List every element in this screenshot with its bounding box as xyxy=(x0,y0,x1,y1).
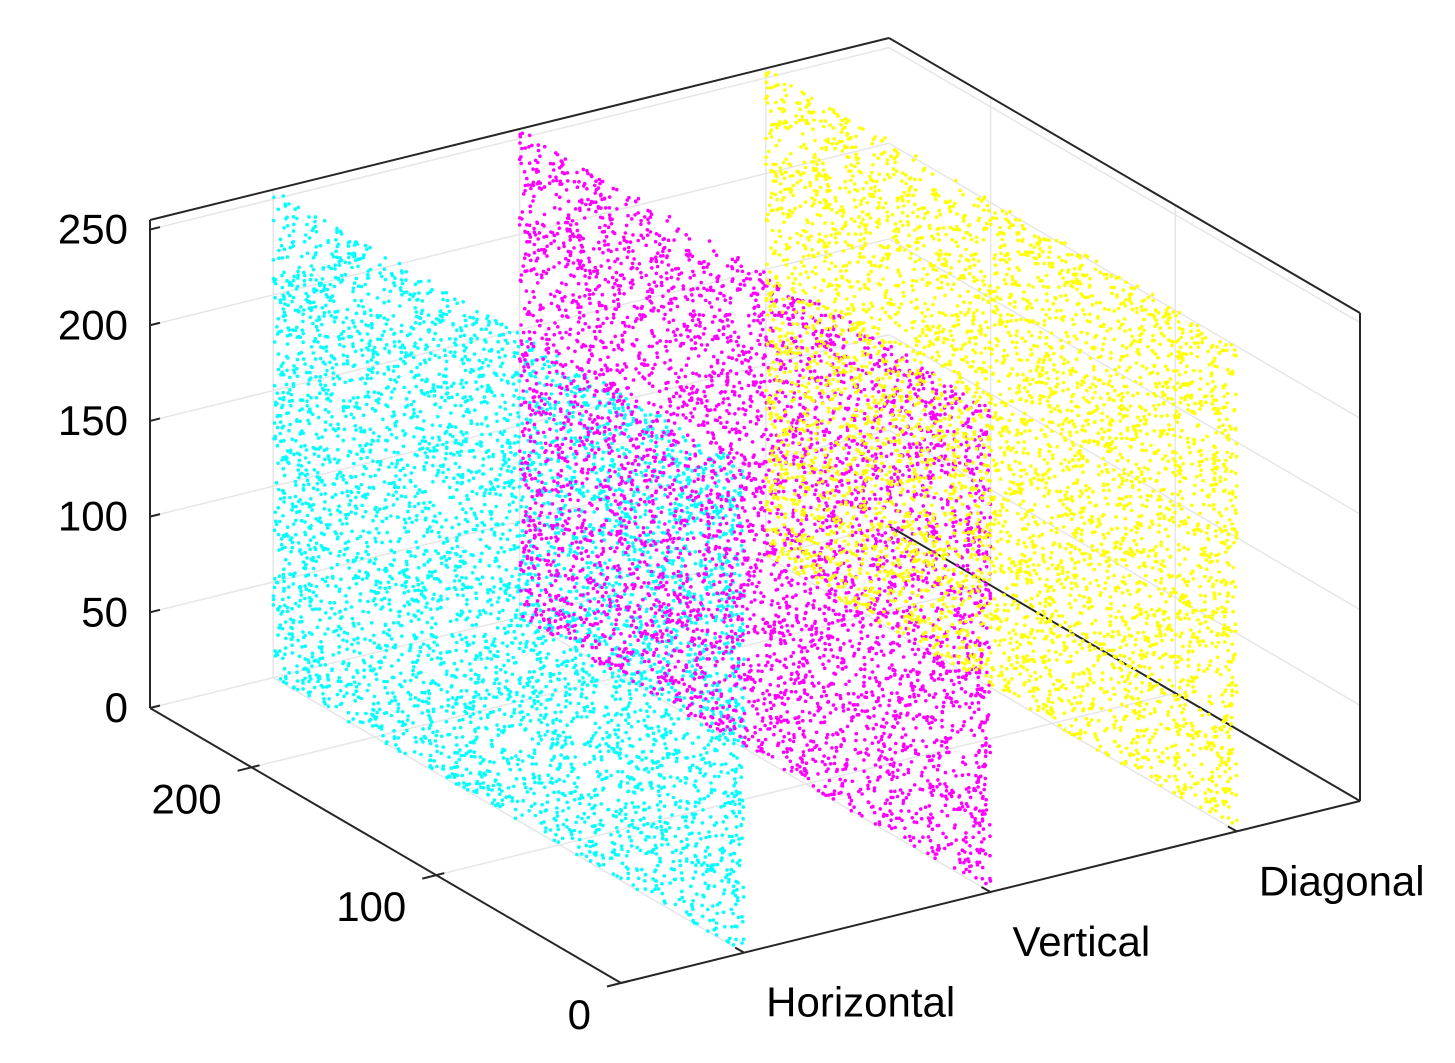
z-tick-label: 150 xyxy=(58,397,128,444)
z-tick-mark xyxy=(149,417,161,422)
z-tick-mark xyxy=(149,226,161,231)
box-edge xyxy=(888,37,1361,314)
y-tick-label: 0 xyxy=(568,991,591,1038)
points-layer xyxy=(271,70,1239,947)
z-tick-label: 100 xyxy=(58,493,128,540)
grid-line xyxy=(888,429,1361,706)
series-points-horizontal xyxy=(271,194,746,947)
grid-line xyxy=(888,46,1361,324)
z-tick-mark xyxy=(149,704,161,709)
z-tick-label: 200 xyxy=(58,301,128,348)
y-tick-mark xyxy=(422,874,437,880)
z-tick-label: 50 xyxy=(81,588,128,635)
series-diagonal xyxy=(764,70,1239,825)
x-tick-mark xyxy=(734,946,745,954)
grid-line xyxy=(272,677,745,954)
y-tick-mark xyxy=(251,764,260,769)
y-tick-label: 100 xyxy=(336,883,406,930)
y-tick-mark xyxy=(620,980,630,984)
labels-layer: 0 50 100 150 200 250 0 100 200 Horizontal Vertical… xyxy=(58,206,1425,1038)
series-horizontal xyxy=(271,194,746,947)
x-tick-mark xyxy=(1227,825,1238,833)
series-points-vertical xyxy=(517,131,993,886)
y-tick-mark xyxy=(436,872,445,877)
y-axis-line xyxy=(149,707,622,984)
axes-back xyxy=(149,37,1361,984)
x-category-label: Vertical xyxy=(1013,918,1151,965)
x-tick-mark xyxy=(981,886,991,893)
z-tick-mark xyxy=(149,513,161,518)
grid-line xyxy=(888,142,1361,419)
z-tick-mark xyxy=(149,321,161,327)
z-tick-label: 250 xyxy=(58,206,128,253)
grid-line xyxy=(765,555,1238,832)
y-tick-label: 200 xyxy=(152,775,222,822)
y-tick-mark xyxy=(237,766,252,772)
series-vertical xyxy=(517,131,993,886)
box-edge xyxy=(888,525,1361,802)
grid-line xyxy=(436,692,1176,876)
series-points-diagonal xyxy=(764,70,1239,825)
y-tick-mark xyxy=(606,982,622,988)
grid-line xyxy=(519,616,991,893)
box-edge xyxy=(149,37,890,221)
z-tick-mark xyxy=(149,608,161,614)
grid-line xyxy=(251,584,991,769)
x-category-label: Diagonal xyxy=(1259,857,1425,904)
z-tick-label: 0 xyxy=(105,684,128,731)
x-category-label: Horizontal xyxy=(766,979,955,1026)
